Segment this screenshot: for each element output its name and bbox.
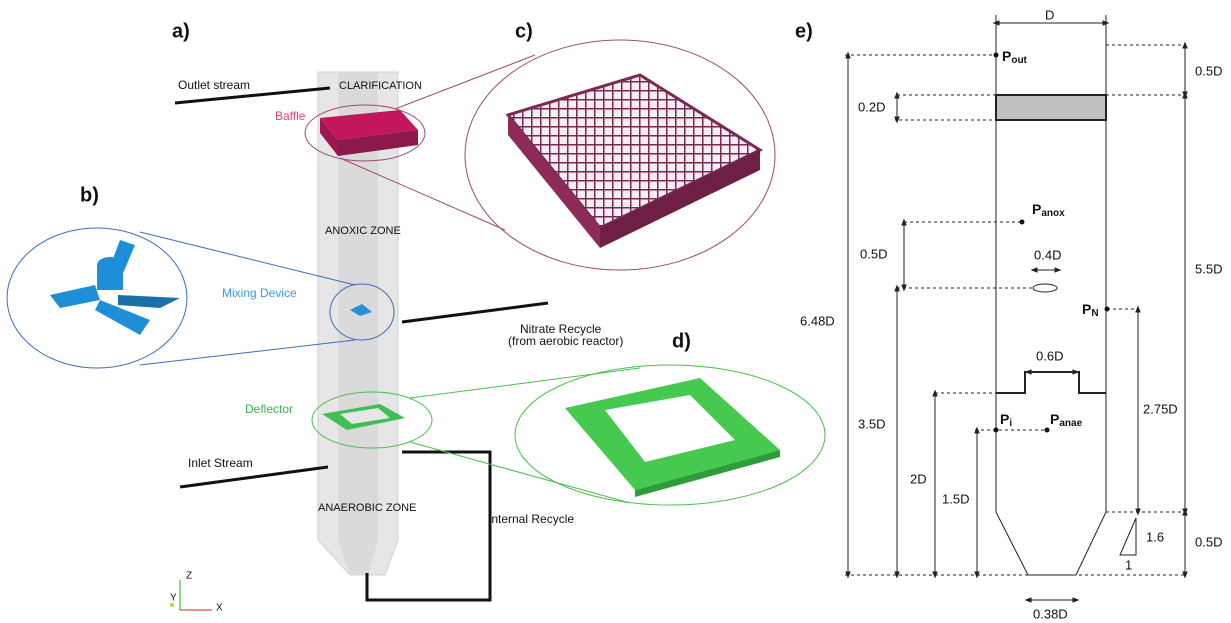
label: Deflector — [245, 402, 293, 416]
panel-label: c) — [515, 20, 533, 42]
dimension-label: 0.4D — [1034, 247, 1061, 262]
dimension-label: 1.6 — [1146, 529, 1164, 544]
panel-label: b) — [80, 184, 99, 206]
dimension-label: D — [1045, 7, 1054, 22]
text: out — [1011, 55, 1027, 66]
axis-label: Y — [170, 593, 177, 604]
label: Outlet stream — [178, 78, 250, 92]
baffle-detail — [508, 75, 760, 248]
figure: a) b) c) d) e) Outlet stream CLARIFICATI… — [0, 0, 1231, 623]
dimension-label: 2.75D — [1143, 401, 1178, 416]
panel-label: e) — [795, 20, 813, 42]
text: N — [1091, 308, 1098, 319]
label: Internal Recycle — [488, 512, 574, 526]
dimension-label: 0.5D — [1195, 534, 1222, 549]
dimension-label: 1 — [1125, 557, 1132, 572]
dimension-label: 6.48D — [800, 313, 835, 328]
label: ANAEROBIC ZONE — [318, 502, 416, 514]
dimension-label: 5.5D — [1195, 261, 1222, 276]
dimension-label: 0.2D — [858, 99, 885, 114]
mixer-detail — [50, 240, 180, 335]
axis-label: Z — [186, 571, 192, 582]
dimension-label: 1.5D — [942, 491, 969, 506]
label: Mixing Device — [222, 286, 297, 300]
dimension-label: 0.6D — [1036, 348, 1063, 363]
label: (from aerobic reactor) — [508, 334, 623, 348]
label: Baffle — [275, 109, 306, 123]
label: Inlet Stream — [188, 456, 253, 470]
text: P — [1032, 201, 1041, 217]
axis-triad: Z Y X — [170, 571, 223, 614]
panel-label: a) — [172, 20, 190, 42]
text: P — [1000, 411, 1009, 427]
label: CLARIFICATION — [339, 80, 422, 92]
dimension-label: 0.5D — [1195, 63, 1222, 78]
dimension-label: 3.5D — [858, 416, 885, 431]
axis-label: X — [216, 603, 223, 614]
point-label: Panox — [1032, 201, 1065, 219]
point-label: PN — [1082, 301, 1099, 319]
schematic — [996, 15, 1136, 575]
text: i — [1009, 418, 1012, 429]
text: anae — [1059, 418, 1082, 429]
point-label: Pi — [1000, 411, 1012, 429]
label: ANOXIC ZONE — [325, 225, 401, 237]
text: P — [1002, 48, 1011, 64]
point-label: Pout — [1002, 48, 1028, 66]
text: P — [1050, 411, 1059, 427]
panel-label: d) — [672, 330, 691, 352]
dimension-label: 0.5D — [860, 246, 887, 261]
text: anox — [1041, 208, 1065, 219]
deflector-detail — [565, 378, 780, 497]
point-label: Panae — [1050, 411, 1083, 429]
text: P — [1082, 301, 1091, 317]
dimension-label: 0.38D — [1033, 606, 1068, 621]
dimension-label: 2D — [910, 471, 927, 486]
